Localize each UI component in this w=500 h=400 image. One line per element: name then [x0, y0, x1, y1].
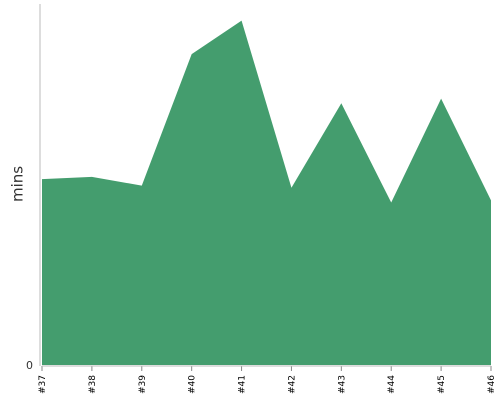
- x-tick-label: #46: [487, 375, 497, 394]
- x-axis: #37 #38 #39 #40 #41 #42 #43 #44 #45 #46: [38, 366, 497, 394]
- x-tick-label: #42: [287, 375, 297, 394]
- x-tick-label: #37: [38, 375, 48, 394]
- x-tick-label: #40: [188, 375, 198, 394]
- x-tick-label: #38: [88, 375, 98, 394]
- x-tick-label: #41: [238, 375, 248, 394]
- y-axis-title: mins: [9, 166, 27, 202]
- x-tick-label: #45: [437, 375, 447, 394]
- x-tick-label: #43: [337, 375, 347, 394]
- series-area: [42, 20, 491, 366]
- x-tick-label: #39: [138, 375, 148, 394]
- x-tick-label: #44: [387, 375, 397, 394]
- plot-area: [42, 20, 491, 366]
- y-axis: 0: [26, 359, 33, 372]
- y-tick-label: 0: [26, 359, 33, 372]
